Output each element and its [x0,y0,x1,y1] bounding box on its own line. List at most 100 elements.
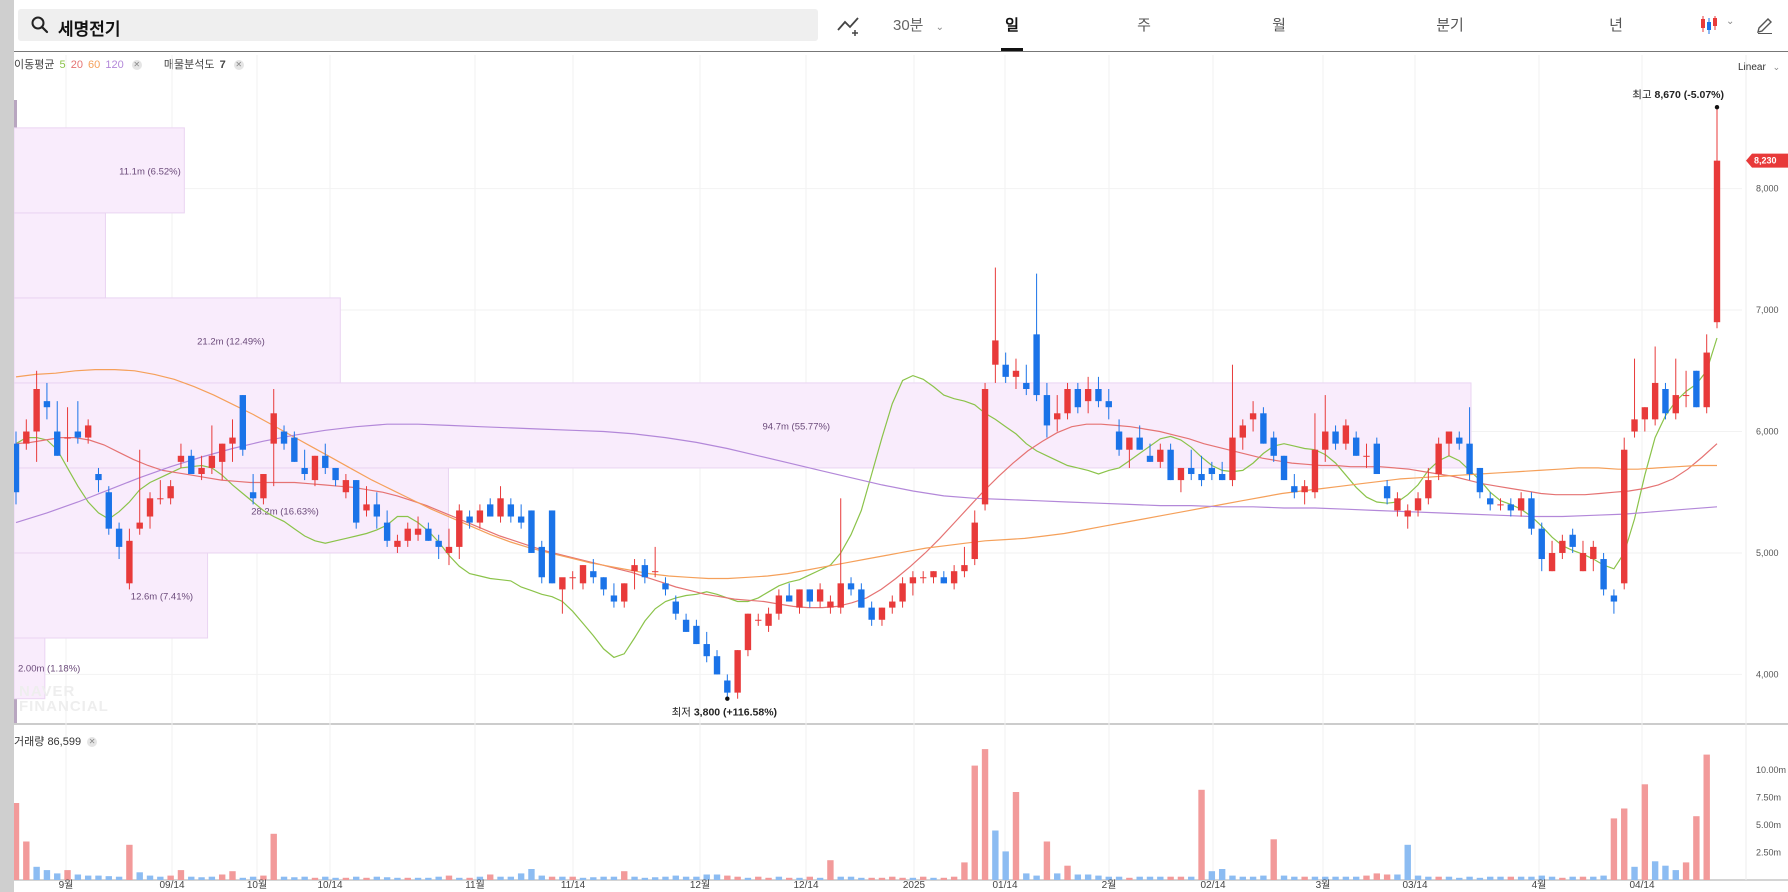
volume-bar [652,877,658,880]
candle-body [291,438,297,462]
volume-bar [683,877,689,880]
chart-type-select[interactable]: ⌄ [1698,14,1736,36]
candle-body [1219,474,1225,480]
volume-bar [662,877,668,880]
candle-body [1487,498,1493,504]
candle-body [1466,444,1472,474]
volume-bar [75,875,81,881]
remove-ma-icon[interactable]: ✕ [132,60,142,70]
volume-bar [642,878,648,880]
volume-bar [745,878,751,880]
candle-body [394,541,400,547]
volume-bar [301,877,307,880]
volume-bar [1580,877,1586,880]
scale-label: Linear [1738,62,1766,73]
volume-bar [776,877,782,880]
candle-body [549,510,555,583]
volume-bar [1353,877,1359,880]
volume-bar [1229,876,1235,880]
volume-bar [1178,877,1184,880]
candle-body [1497,504,1503,505]
volume-bar [477,877,483,880]
candle-body [765,614,771,626]
volume-bar [817,878,823,880]
chevron-down-icon: ⌄ [936,22,944,33]
candle-body [1631,419,1637,431]
candle-body [23,432,29,444]
volume-bar [1332,877,1338,880]
candle-body [1064,389,1070,413]
volume-bar [291,877,297,880]
candle-body [281,432,287,444]
candle-body [229,438,235,444]
volume-bar [951,877,957,880]
candle-body [1353,438,1359,456]
volume-bar [271,834,277,880]
candle-body [1611,595,1617,601]
candle-body [1136,438,1142,450]
candle-body [1714,161,1720,323]
candle-body [322,456,328,468]
tab-period-week[interactable]: 주 [1124,14,1164,35]
volume-bar [848,877,854,880]
volume-tick-label: 5.00m [1756,820,1781,830]
candle-body [1157,450,1163,462]
candle-body [1363,456,1369,457]
candle-body [508,504,514,516]
candle-body [343,480,349,492]
candle-body [724,680,730,692]
candle-body [1600,559,1606,589]
candle-body [786,595,792,601]
candle-body [271,413,277,443]
candle-body [1198,474,1204,480]
search-icon [30,15,50,35]
remove-volume-icon[interactable]: ✕ [87,737,97,747]
candle-body [240,395,246,450]
volume-bar [1456,878,1462,880]
candle-body [1549,553,1555,571]
remove-profile-icon[interactable]: ✕ [234,60,244,70]
tab-period-day[interactable]: 일 [992,14,1032,35]
volume-bar [765,878,771,880]
ma-label: 이동평균 [14,59,54,71]
candle-body [497,498,503,516]
volume-bar [982,749,988,880]
candle-body [405,529,411,541]
pencil-icon[interactable] [1755,15,1775,35]
volume-bar [1322,877,1328,880]
volume-bar [1394,875,1400,881]
volume-bar [425,878,431,880]
volume-profile-bar [14,553,208,638]
trend-line-icon[interactable] [836,15,862,37]
volume-bar [1425,877,1431,880]
tab-period-month[interactable]: 월 [1259,14,1299,35]
price-chart[interactable]: 2.00m (1.18%) 12.6m (7.41%) 28.2m (16.63%)… [14,0,1788,892]
tab-period-quarter[interactable]: 분기 [1430,14,1470,35]
candle-body [518,517,524,523]
candle-body [1312,450,1318,493]
scale-select[interactable]: Linear ⌄ [1738,62,1780,73]
time-tick-label: 11월 [465,879,485,891]
candle-body [188,456,194,474]
time-tick-label: 09/14 [159,880,184,891]
candle-body [569,577,575,578]
tab-period-year[interactable]: 년 [1596,14,1636,35]
volume-bar [1301,877,1307,880]
volume-bar [332,878,338,880]
ma-60-label: 60 [88,59,100,71]
volume-profile-bar [14,383,1471,468]
candle-body [879,608,885,620]
high-marker-label: 최고 8,670 (-5.07%) [1632,89,1724,101]
volume-bar [508,877,514,880]
volume-bar [1477,878,1483,880]
candle-body [1652,383,1658,419]
candle-body [1002,365,1008,377]
candle-body [466,517,472,523]
volume-value: 86,599 [47,736,81,748]
interval-select[interactable]: 30분 ⌄ [893,14,944,35]
volume-bar [972,766,978,880]
volume-bar [1703,755,1709,880]
candle-body [1435,444,1441,474]
search-box[interactable]: 세명전기 [18,9,818,41]
volume-bar [704,875,710,881]
